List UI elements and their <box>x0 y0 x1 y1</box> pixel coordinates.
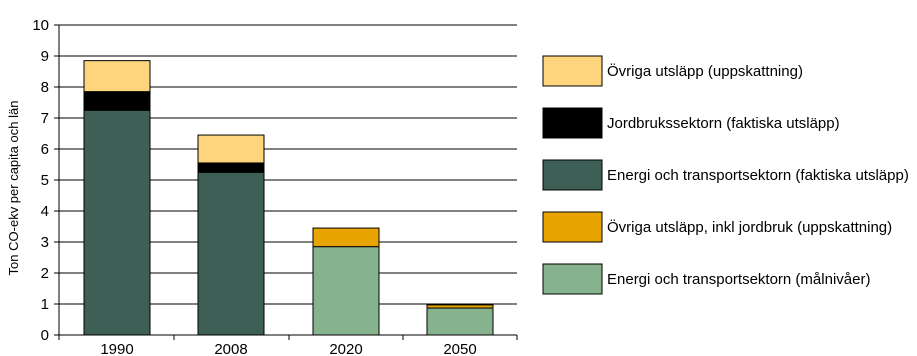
bar-segment <box>426 304 494 309</box>
legend-swatch <box>542 263 603 295</box>
x-tick-label: 2020 <box>329 341 362 356</box>
bar-segment <box>426 307 494 336</box>
legend-swatch <box>542 107 603 139</box>
legend-label: Övriga utsläpp (uppskattning) <box>607 62 803 80</box>
bar-segment <box>83 109 151 336</box>
bars <box>83 60 494 336</box>
legend-label: Övriga utsläpp, inkl jordbruk (uppskattn… <box>607 218 892 236</box>
x-tick-label: 2050 <box>443 341 476 356</box>
x-tick-label: 2008 <box>214 341 247 356</box>
bar-segment <box>197 171 265 336</box>
y-tick-label: 8 <box>41 79 49 96</box>
y-tick-label: 3 <box>41 234 49 251</box>
y-tick-labels: 0 1 2 3 4 5 6 7 8 9 10 <box>32 17 49 344</box>
legend-swatch <box>542 55 603 87</box>
y-tick-label: 6 <box>41 141 49 158</box>
legend-label: Energi och transportsektorn (målnivåer) <box>607 271 870 288</box>
x-tick-labels: 1990 2008 2020 2050 <box>100 341 476 356</box>
bar-segment <box>312 227 380 248</box>
bar-segment <box>197 162 265 173</box>
bar-segment <box>197 134 265 164</box>
x-tick-label: 1990 <box>100 341 133 356</box>
y-tick-label: 0 <box>41 327 49 344</box>
y-axis-label: Ton CO-ekv per capita och län <box>6 101 21 276</box>
legend-label: Energi och transportsektorn (faktiska ut… <box>607 167 909 184</box>
y-tick-label: 10 <box>32 17 49 34</box>
legend-swatch <box>542 159 603 191</box>
y-tick-label: 9 <box>41 48 49 65</box>
legend-label: Jordbrukssektorn (faktiska utsläpp) <box>607 115 840 132</box>
y-tick-label: 7 <box>41 110 49 127</box>
axes <box>54 24 518 340</box>
bar-segment <box>83 91 151 111</box>
bar-segment <box>83 60 151 93</box>
y-tick-label: 2 <box>41 265 49 282</box>
legend: Övriga utsläpp (uppskattning) Jordbruksse… <box>542 55 909 295</box>
y-tick-label: 5 <box>41 172 49 189</box>
y-tick-label: 4 <box>41 203 49 220</box>
legend-swatch <box>542 211 603 243</box>
y-tick-label: 1 <box>41 296 49 313</box>
bar-segment <box>312 246 380 336</box>
